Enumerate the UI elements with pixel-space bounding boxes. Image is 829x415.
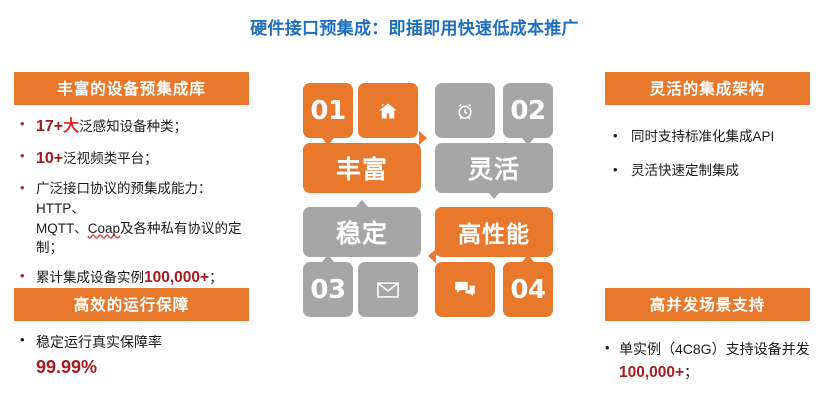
quadrant-02-label-block: 灵活 (435, 143, 553, 193)
panel-header-runtime-assurance: 高效的运行保障 (14, 288, 249, 321)
quadrant-02-icon-block (435, 83, 495, 138)
protocol-text-line1: 广泛接口协议的预集成能力：HTTP、 (36, 181, 212, 216)
panel-body-flexible-architecture: 同时支持标准化集成API 灵活快速定制集成 (605, 126, 810, 181)
concurrency-text: 单实例（4C8G）支持设备并发 (619, 341, 810, 357)
protocol-text-line2-a: MQTT、 (36, 220, 88, 236)
concurrency-tail: ； (684, 363, 699, 380)
chat-bubble-icon (454, 281, 476, 299)
device-library-bullet-list: 17+大泛感知设备种类； 10+泛视频类平台； 广泛接口协议的预集成能力：HTT… (14, 114, 249, 289)
video-platform-text: 泛视频类平台； (63, 151, 158, 167)
envelope-icon (377, 281, 399, 298)
quadrant-04-pointer-up-icon (521, 255, 535, 263)
quadrant-01-number: 01 (310, 95, 346, 126)
panel-body-runtime-assurance: 稳定运行真实保障率 99.99% (14, 330, 249, 382)
quadrant-01-pointer-right-icon (419, 131, 427, 145)
panel-high-concurrency: 高并发场景支持 单实例（4C8G）支持设备并发 100,000+； (605, 288, 810, 392)
quadrant-03-label-block: 稳定 (303, 207, 421, 257)
runtime-assurance-text: 稳定运行真实保障率 (36, 334, 162, 350)
concurrency-value: 100,000+ (619, 363, 685, 381)
video-platform-count: 10+ (36, 150, 64, 168)
quadrant-03-pointer-up-icon (355, 200, 369, 208)
alarm-clock-icon (455, 101, 475, 121)
concurrency-bullet-list: 单实例（4C8G）支持设备并发 100,000+； (605, 338, 810, 385)
quadrant-03-label: 稳定 (335, 220, 388, 248)
list-item: 广泛接口协议的预集成能力：HTTP、 MQTT、Coap及各种私有协议的定制； (14, 178, 249, 257)
list-item: 灵活快速定制集成 (605, 160, 810, 181)
panel-flexible-architecture: 灵活的集成架构 同时支持标准化集成API 灵活快速定制集成 (605, 72, 810, 194)
home-icon (377, 101, 399, 121)
quadrant-01-label-block: 丰富 (303, 143, 421, 193)
device-types-highlight: 大 (63, 118, 80, 135)
panel-header-flexible-architecture: 灵活的集成架构 (605, 72, 810, 105)
quadrant-02-pointer-down-icon (521, 137, 535, 145)
device-types-text: 泛感知设备种类； (79, 119, 188, 134)
instances-text: 累计集成设备实例 (36, 269, 144, 285)
panel-header-device-library: 丰富的设备预集成库 (14, 72, 249, 105)
list-item: 单实例（4C8G）支持设备并发 100,000+； (605, 338, 810, 385)
instances-count: 100,000+ (144, 268, 210, 286)
list-item: 同时支持标准化集成API (605, 126, 810, 147)
panel-body-high-concurrency: 单实例（4C8G）支持设备并发 100,000+； (605, 338, 810, 385)
list-item: 稳定运行真实保障率 99.99% (14, 330, 249, 382)
quadrant-03-stability[interactable]: 稳定 03 (303, 200, 421, 317)
instances-tail: ； (209, 269, 223, 285)
device-types-count: 17+ (36, 118, 64, 135)
list-item: 17+大泛感知设备种类； (14, 114, 249, 138)
four-quadrant-diagram: 01 丰富 02 灵活 (303, 83, 553, 317)
quadrant-04-performance[interactable]: 高性能 04 (428, 207, 553, 317)
protocol-text-line2-b: 及各种私有协议的定制； (36, 220, 242, 256)
quadrant-01-number-badge: 01 (303, 83, 353, 138)
runtime-bullet-list: 稳定运行真实保障率 99.99% (14, 330, 249, 382)
quadrant-04-number-badge: 04 (503, 262, 553, 317)
quadrant-03-number: 03 (310, 274, 346, 305)
quadrant-02-label: 灵活 (467, 156, 520, 184)
protocol-misspelled-word: Coap (87, 220, 121, 236)
page-title: 硬件接口预集成：即插即用快速低成本推广 (250, 19, 579, 38)
quadrant-04-pointer-left-icon (428, 249, 436, 263)
panel-header-high-concurrency: 高并发场景支持 (605, 288, 810, 321)
list-item: 10+泛视频类平台； (14, 146, 249, 170)
panel-body-device-library: 17+大泛感知设备种类； 10+泛视频类平台； 广泛接口协议的预集成能力：HTT… (14, 114, 249, 289)
panel-device-library: 丰富的设备预集成库 17+大泛感知设备种类； 10+泛视频类平台； 广泛接口协议… (14, 72, 249, 298)
quadrant-01-richness[interactable]: 01 丰富 (303, 83, 427, 193)
quadrant-02-number-badge: 02 (503, 83, 553, 138)
quadrant-03-number-badge: 03 (303, 262, 353, 317)
quadrant-02-flexibility[interactable]: 02 灵活 (435, 83, 553, 199)
list-item: 累计集成设备实例100,000+； (14, 266, 249, 289)
panel-runtime-assurance: 高效的运行保障 稳定运行真实保障率 99.99% (14, 288, 249, 389)
quadrant-03-pointer-mid-icon (321, 255, 335, 263)
quadrant-04-label-block: 高性能 (435, 207, 553, 257)
quadrant-01-label: 丰富 (335, 156, 388, 184)
quadrant-04-label: 高性能 (458, 221, 530, 247)
quadrant-02-pointer-bottom-icon (487, 191, 501, 199)
quadrant-04-number: 04 (510, 274, 546, 305)
quadrant-02-number: 02 (510, 95, 546, 126)
quadrant-01-pointer-down-icon (321, 137, 335, 145)
architecture-bullet-list: 同时支持标准化集成API 灵活快速定制集成 (605, 126, 810, 181)
quadrant-03-icon-block (358, 262, 418, 317)
quadrant-04-icon-block (435, 262, 495, 317)
quadrant-01-icon-block (358, 83, 418, 138)
runtime-assurance-value: 99.99% (36, 357, 98, 378)
